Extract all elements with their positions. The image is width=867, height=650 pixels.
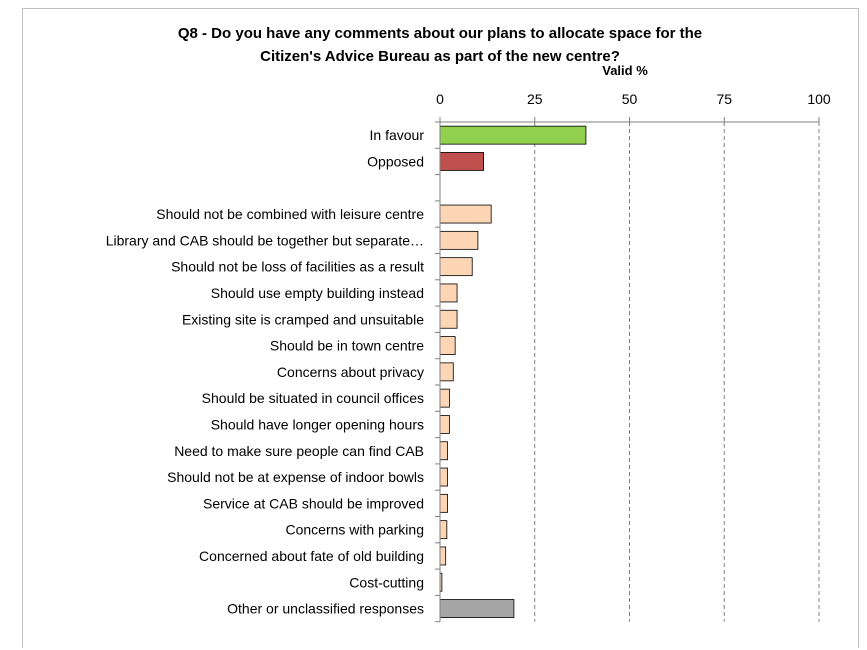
chart-frame [22,8,859,648]
bar [439,546,447,566]
bar [439,520,448,540]
category-label: Need to make sure people can find CAB [174,443,424,459]
bar [439,309,458,329]
category-label: Should be situated in council offices [202,390,424,406]
bar [439,415,450,434]
category-label: Concerns about privacy [277,364,424,380]
chart-title-line-2: Citizen's Advice Bureau as part of the n… [260,48,620,65]
x-tick-label: 25 [527,91,543,107]
bar [439,283,458,303]
bar [439,152,484,171]
x-tick-label: 50 [622,91,638,107]
bar [439,467,448,487]
bar [439,362,454,382]
x-tick-labels: 0 25 50 75 100 [436,91,831,107]
bar [439,257,473,277]
category-label: Should not be at expense of indoor bowls [167,469,424,485]
category-label: Should be in town centre [270,338,424,354]
chart-title-line-1: Q8 - Do you have any comments about our … [178,25,702,42]
x-tick-label: 0 [436,91,444,107]
category-label: Existing site is cramped and unsuitable [182,311,424,327]
axes [435,117,820,623]
bar [439,599,515,618]
bar [439,493,448,513]
bar [439,230,479,250]
x-tick-label: 75 [716,91,732,107]
gridlines [534,122,820,622]
category-label: Library and CAB should be together but s… [106,232,424,248]
bars [439,125,587,618]
category-label: Service at CAB should be improved [203,495,424,511]
category-label: Concerns with parking [285,522,424,538]
category-label: Other or unclassified responses [227,601,424,617]
category-label: Should have longer opening hours [211,416,424,432]
category-label: Should not be loss of facilities as a re… [171,259,424,275]
category-label: Cost-cutting [349,574,424,590]
bar [439,204,492,224]
category-label: Opposed [367,153,424,169]
x-axis-label: Valid % [602,63,648,78]
bar [439,388,450,408]
bar [439,441,448,461]
category-label: In favour [370,127,425,143]
category-label: Should not be combined with leisure cent… [156,206,424,222]
category-labels: In favour Opposed Should not be combined w… [106,127,425,616]
category-label: Concerned about fate of old building [199,548,424,564]
category-label: Should use empty building instead [211,285,424,301]
bar [439,125,587,145]
bar [439,336,456,355]
x-tick-label: 100 [807,91,831,107]
